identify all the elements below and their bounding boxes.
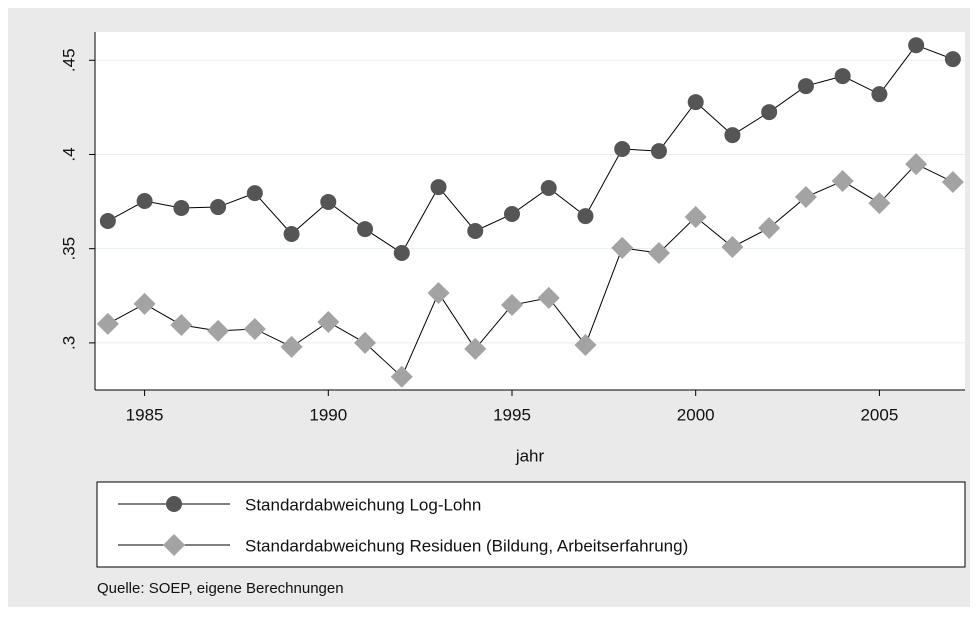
data-point	[133, 292, 156, 315]
data-point	[871, 86, 888, 103]
legend-label: Standardabweichung Residuen (Bildung, Ar…	[245, 536, 688, 555]
data-point	[905, 153, 928, 176]
y-tick-label: .3	[59, 336, 78, 350]
source-note: Quelle: SOEP, eigene Berechnungen	[97, 580, 344, 597]
data-point	[503, 206, 520, 223]
data-point	[647, 242, 670, 265]
data-point	[210, 199, 227, 216]
data-point	[650, 143, 667, 160]
x-tick-label: 1995	[493, 405, 531, 424]
data-point	[280, 335, 303, 358]
data-point	[357, 221, 374, 238]
data-point	[944, 51, 961, 68]
data-point	[797, 78, 814, 95]
data-point	[243, 317, 266, 340]
data-point	[577, 208, 594, 225]
data-point	[207, 319, 230, 342]
x-axis-label: jahr	[515, 446, 545, 465]
data-point	[611, 236, 634, 259]
data-point	[464, 337, 487, 360]
data-point	[393, 245, 410, 262]
x-tick-label: 2000	[677, 405, 715, 424]
data-point	[687, 94, 704, 111]
data-point	[834, 68, 851, 85]
data-point	[246, 185, 263, 202]
data-point	[430, 179, 447, 196]
data-point	[684, 206, 707, 229]
y-tick-label: .45	[59, 48, 78, 72]
data-point	[908, 37, 925, 54]
data-point	[758, 216, 781, 239]
data-point	[574, 333, 597, 356]
data-point	[427, 281, 450, 304]
data-point	[761, 104, 778, 121]
data-point	[96, 312, 119, 335]
data-point	[614, 141, 631, 158]
data-point	[794, 186, 817, 209]
data-point	[537, 286, 560, 309]
data-point	[317, 310, 340, 333]
y-tick-label: .4	[59, 147, 78, 161]
data-point	[173, 199, 190, 216]
data-point	[831, 170, 854, 193]
legend-marker	[163, 534, 185, 556]
data-point	[721, 235, 744, 258]
x-tick-label: 1990	[309, 405, 347, 424]
plot-area	[95, 32, 965, 390]
data-point	[868, 192, 891, 215]
data-point	[390, 365, 413, 388]
data-point	[467, 222, 484, 239]
data-point	[320, 193, 337, 210]
legend-marker	[166, 496, 182, 512]
data-point	[136, 193, 153, 210]
data-point	[941, 170, 964, 193]
data-point	[500, 294, 523, 317]
legend-label: Standardabweichung Log-Lohn	[245, 495, 481, 514]
data-point	[724, 127, 741, 144]
x-tick-label: 2005	[860, 405, 898, 424]
y-tick-label: .35	[59, 237, 78, 261]
data-point	[170, 313, 193, 336]
data-point	[354, 331, 377, 354]
legend	[96, 481, 966, 568]
data-point	[283, 225, 300, 242]
data-point	[99, 212, 116, 229]
data-point	[540, 180, 557, 197]
x-tick-label: 1985	[126, 405, 164, 424]
